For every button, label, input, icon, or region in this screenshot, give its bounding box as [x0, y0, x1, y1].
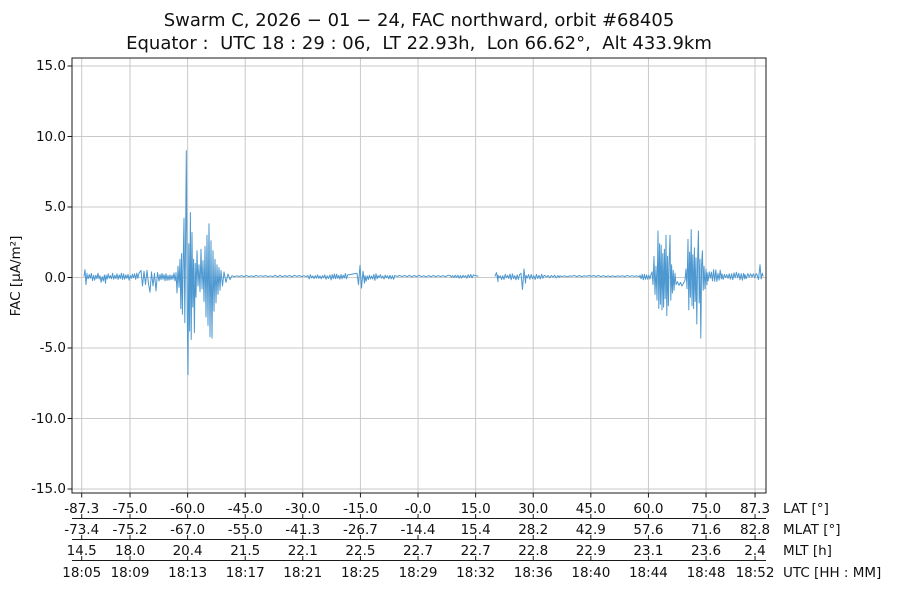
x-tick-label-row1: 45.0: [575, 500, 606, 517]
x-tick-label-row4: 18:36: [513, 564, 553, 581]
x-tick-label-row1: 87.3: [740, 500, 771, 517]
x-tick-label-row4: 18:29: [398, 564, 438, 581]
x-tick-label-row2: -14.4: [400, 521, 436, 538]
y-tick-label: 5.0: [44, 199, 66, 215]
x-tick-label-row3: 22.5: [345, 542, 376, 559]
x-tick-label-row2: 15.4: [460, 521, 491, 538]
x-tick-label-row3: 22.8: [518, 542, 549, 559]
x-tick-label-row3: 20.4: [172, 542, 203, 559]
x-tick-label-row4: 18:21: [283, 564, 323, 581]
x-tick-label-row4: 18:32: [456, 564, 496, 581]
x-tick-label-row1: -60.0: [170, 500, 206, 517]
x-tick-label-row3: 22.7: [402, 542, 434, 559]
x-tick-label-row1: -87.3: [64, 500, 100, 517]
y-tick-label: -10.0: [31, 410, 66, 427]
x-tick-label-row2: 71.6: [691, 521, 722, 538]
y-tick-label: -15.0: [31, 481, 66, 497]
x-tick-label-row4: 18:40: [571, 564, 611, 581]
x-tick-label-row4: 18:05: [62, 564, 102, 581]
y-tick-label: 15.0: [35, 58, 66, 74]
x-tick-label-row4: 18:48: [686, 564, 726, 581]
x-tick-label-row2: -67.0: [170, 521, 206, 538]
x-axis-row-title: UTC [HH : MM]: [783, 564, 882, 581]
x-tick-label-row3: 23.1: [633, 542, 664, 559]
x-tick-label-row2: 82.8: [740, 521, 771, 538]
x-tick-label-row3: 22.9: [575, 542, 606, 559]
x-axis-row-title: LAT [°]: [783, 500, 829, 517]
x-tick-label-row1: -0.0: [404, 500, 432, 517]
chart-title: Swarm C, 2026 − 01 − 24, FAC northward, …: [163, 10, 675, 31]
x-tick-label-row2: -55.0: [227, 521, 263, 538]
x-tick-label-row1: -75.0: [112, 500, 148, 517]
x-tick-label-row2: 42.9: [575, 521, 606, 538]
x-tick-label-row2: -41.3: [285, 521, 321, 538]
x-tick-label-row1: 30.0: [518, 500, 549, 517]
x-tick-label-row1: 15.0: [460, 500, 491, 517]
x-tick-label-row2: -75.2: [112, 521, 148, 538]
x-tick-label-row4: 18:52: [735, 564, 775, 581]
x-tick-label-row3: 22.1: [287, 542, 318, 559]
x-tick-label-row1: -15.0: [342, 500, 378, 517]
x-tick-label-row3: 14.5: [66, 542, 97, 559]
x-axis-row-title: MLAT [°]: [783, 521, 841, 538]
x-tick-label-row1: -30.0: [285, 500, 321, 517]
x-tick-label-row1: 75.0: [691, 500, 722, 517]
x-tick-label-row1: 60.0: [633, 500, 664, 517]
fac-signal-line: [494, 229, 764, 339]
x-tick-label-row2: 57.6: [633, 521, 664, 538]
x-tick-label-row2: -26.7: [342, 521, 378, 538]
y-tick-label: 0.0: [44, 269, 66, 286]
chart-subtitle: Equator : UTC 18 : 29 : 06, LT 22.93h, L…: [126, 33, 712, 54]
x-tick-label-row2: 28.2: [518, 521, 549, 538]
y-tick-label: 10.0: [35, 128, 66, 145]
x-tick-label-row4: 18:17: [225, 564, 265, 581]
x-tick-label-row3: 21.5: [230, 542, 261, 559]
x-tick-label-row3: 18.0: [114, 542, 146, 559]
fac-signal-line: [83, 150, 479, 376]
x-axis-row-title: MLT [h]: [783, 542, 832, 559]
x-tick-label-row3: 2.4: [744, 542, 766, 559]
y-tick-label: -5.0: [39, 340, 66, 356]
x-tick-label-row4: 18:13: [168, 564, 208, 581]
axes-spine: [71, 57, 767, 494]
x-tick-label-row1: -45.0: [227, 500, 263, 517]
x-tick-label-row4: 18:25: [340, 564, 380, 581]
x-tick-label-row2: -73.4: [64, 521, 100, 538]
x-tick-label-row3: 22.7: [460, 542, 491, 559]
x-tick-label-row3: 23.6: [691, 542, 722, 559]
x-tick-label-row4: 18:44: [628, 564, 668, 581]
x-tick-label-row4: 18:09: [110, 564, 150, 581]
